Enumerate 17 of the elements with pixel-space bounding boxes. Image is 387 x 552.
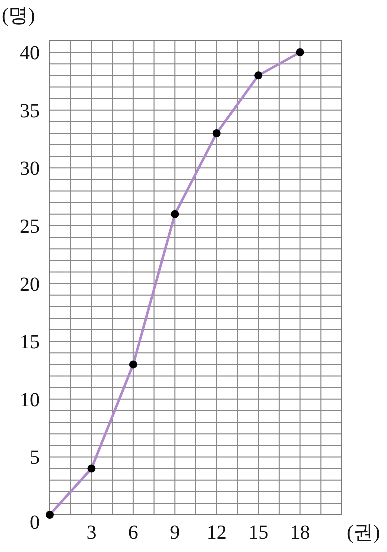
- y-tick-label: 5: [30, 447, 40, 470]
- x-tick-label: 3: [86, 522, 97, 544]
- y-tick-label: 20: [20, 274, 40, 296]
- y-tick-label: 40: [20, 42, 40, 65]
- y-tick-label: 15: [20, 332, 40, 354]
- y-axis-title: (명): [2, 5, 36, 27]
- y-tick-label: 25: [20, 216, 40, 238]
- x-tick-label: 18: [290, 522, 310, 544]
- x-tick-label: 9: [170, 522, 180, 544]
- y-tick-label: 10: [20, 389, 40, 412]
- x-tick-label: 6: [128, 522, 138, 544]
- y-tick-label: 0: [30, 512, 40, 534]
- y-tick-label: 35: [20, 100, 40, 122]
- y-tick-label: 30: [20, 158, 40, 180]
- x-axis-title: (권): [347, 522, 380, 544]
- x-tick-label: 15: [248, 522, 269, 544]
- x-tick-label: 12: [206, 522, 227, 544]
